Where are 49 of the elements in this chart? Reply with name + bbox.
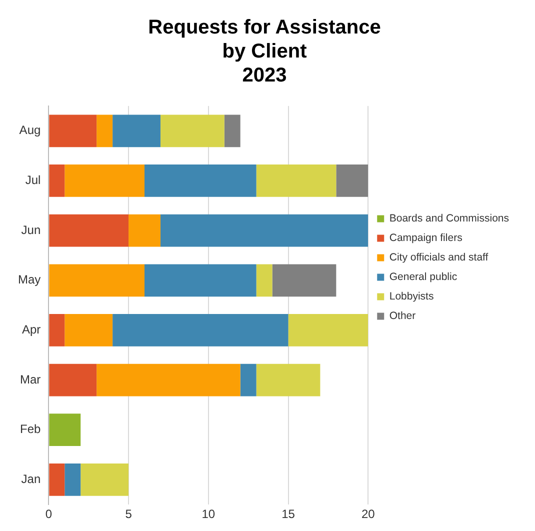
bar <box>256 364 320 396</box>
x-tick-label: 5 <box>125 507 132 522</box>
bar <box>112 314 288 346</box>
y-tick-label: Jan <box>21 472 41 486</box>
bar <box>64 463 81 496</box>
legend-label: General public <box>389 271 458 284</box>
bar <box>160 114 224 148</box>
x-tick-label: 15 <box>282 507 296 522</box>
bar <box>272 264 336 297</box>
bar <box>336 164 368 197</box>
x-tick-label: 20 <box>361 507 376 522</box>
chart-title: Requests for Assistance by Client 2023 <box>148 16 381 87</box>
bar <box>256 164 336 197</box>
bar <box>224 114 240 148</box>
y-tick-label: Feb <box>20 422 41 436</box>
x-tick-label: 0 <box>45 507 52 522</box>
y-tick-label: Jun <box>21 222 41 237</box>
legend-label: Other <box>389 310 416 322</box>
y-tick-label: Apr <box>22 322 41 337</box>
legend-label: Lobbyists <box>389 290 434 303</box>
bar <box>112 114 160 148</box>
bar <box>160 214 368 247</box>
bar <box>144 164 256 197</box>
bar <box>96 114 113 148</box>
bar <box>49 414 81 446</box>
y-tick-label: May <box>18 272 41 287</box>
bar <box>64 164 145 197</box>
legend-label: City officials and staff <box>389 252 488 264</box>
bar <box>64 314 113 346</box>
bar <box>256 264 272 297</box>
bar <box>80 463 129 496</box>
bar <box>49 214 129 247</box>
bar <box>49 114 97 148</box>
bar <box>96 364 240 396</box>
bar <box>49 164 65 197</box>
bar <box>128 214 160 247</box>
legend-label: Boards and Commissions <box>389 212 510 225</box>
bar <box>144 264 256 297</box>
bar <box>288 314 368 346</box>
bar <box>49 364 97 396</box>
bar <box>240 364 256 396</box>
legend-label: Campaign filers <box>389 232 462 244</box>
bar <box>49 463 65 496</box>
y-tick-label: Mar <box>20 372 41 386</box>
y-tick-label: Jul <box>25 173 41 188</box>
bar <box>49 314 65 346</box>
bar <box>49 264 145 297</box>
x-tick-label: 10 <box>202 507 216 522</box>
y-tick-label: Aug <box>19 123 41 138</box>
